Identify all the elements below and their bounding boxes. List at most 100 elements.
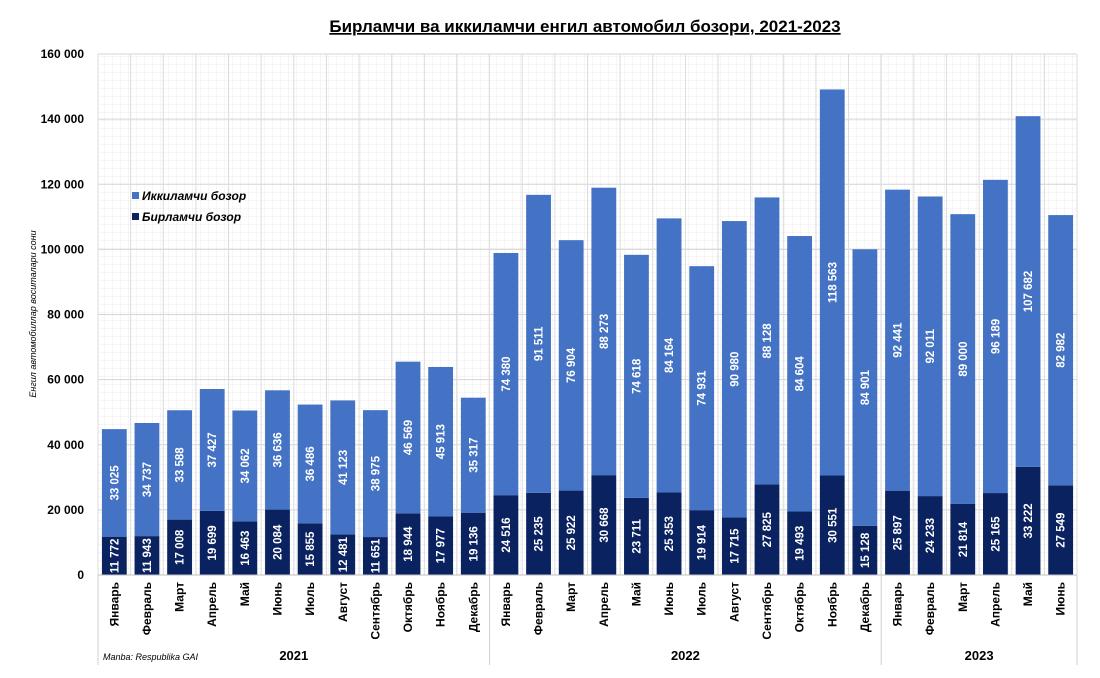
data-label-primary: 11 772 — [109, 539, 121, 574]
data-label-primary: 27 825 — [762, 512, 774, 548]
x-tick-label: Ноябрь — [825, 582, 839, 627]
bar-secondary-market — [721, 221, 747, 518]
x-tick-label: Март — [173, 582, 187, 612]
y-tick-label: 0 — [77, 568, 84, 582]
data-label-secondary: 91 511 — [534, 326, 546, 361]
y-tick-label: 140 000 — [41, 112, 85, 126]
y-tick-label: 80 000 — [47, 308, 84, 322]
data-label-primary: 17 715 — [729, 528, 741, 564]
data-label-primary: 24 516 — [501, 517, 513, 552]
bar-secondary-market — [167, 410, 192, 520]
data-label-primary: 25 353 — [664, 516, 676, 551]
data-label-primary: 17 977 — [436, 528, 448, 563]
x-tick-label: Май — [1021, 582, 1035, 606]
x-tick-label: Декабрь — [858, 582, 872, 632]
data-label-primary: 25 922 — [566, 515, 578, 550]
data-label-secondary: 88 128 — [762, 323, 774, 359]
y-tick-label: 40 000 — [47, 438, 84, 452]
x-tick-label: Август — [727, 582, 741, 622]
x-tick-label: Октябрь — [793, 582, 807, 632]
bar-secondary-market — [395, 361, 421, 514]
data-label-secondary: 76 904 — [566, 347, 578, 383]
bar-secondary-market — [297, 404, 323, 524]
bar-primary-market — [787, 511, 813, 575]
data-label-primary: 25 165 — [990, 516, 1002, 552]
bar-secondary-market — [917, 196, 943, 497]
bar-primary-market — [558, 490, 584, 575]
data-label-primary: 19 914 — [697, 524, 709, 560]
legend-swatch — [132, 213, 139, 220]
bar-primary-market — [1015, 466, 1041, 575]
legend-swatch — [132, 192, 139, 199]
x-tick-label: Май — [238, 582, 252, 606]
bar-primary-market — [656, 492, 682, 575]
bar-secondary-market — [526, 194, 551, 493]
bar-primary-market — [493, 495, 519, 575]
bar-primary-market — [754, 484, 780, 575]
data-label-primary: 33 222 — [1023, 503, 1035, 538]
x-tick-label: Сентябрь — [760, 582, 774, 640]
y-tick-label: 20 000 — [47, 503, 84, 517]
data-label-secondary: 33 025 — [109, 465, 121, 501]
data-label-primary: 17 008 — [175, 529, 187, 565]
data-label-primary: 21 814 — [958, 521, 970, 557]
bar-secondary-market — [624, 254, 649, 498]
bar-secondary-market — [819, 89, 845, 476]
bar-primary-market — [232, 521, 258, 575]
data-label-secondary: 34 062 — [240, 448, 252, 483]
bar-secondary-market — [656, 218, 682, 493]
data-label-secondary: 36 636 — [272, 432, 284, 467]
bar-secondary-market — [330, 400, 356, 535]
x-tick-label: Январь — [891, 582, 905, 626]
data-label-primary: 20 084 — [272, 524, 284, 560]
x-tick-label: Январь — [107, 582, 121, 626]
bar-primary-market — [885, 490, 910, 575]
data-label-primary: 12 481 — [338, 536, 350, 572]
y-tick-label: 60 000 — [47, 373, 84, 387]
data-label-secondary: 45 913 — [436, 424, 448, 459]
legend-label: Бирламчи бозор — [142, 210, 241, 224]
x-tick-label: Июль — [695, 582, 709, 616]
data-label-primary: 27 549 — [1056, 513, 1068, 548]
data-label-secondary: 89 000 — [958, 341, 970, 376]
x-tick-label: Ноябрь — [434, 582, 448, 627]
x-tick-label: Январь — [499, 582, 513, 626]
data-label-primary: 25 235 — [534, 516, 546, 552]
data-label-secondary: 82 982 — [1056, 333, 1068, 368]
data-label-primary: 30 551 — [827, 507, 839, 543]
data-label-primary: 15 855 — [305, 531, 317, 567]
data-label-secondary: 33 588 — [175, 447, 187, 483]
bar-primary-market — [721, 517, 747, 575]
bar-primary-market — [167, 519, 192, 575]
bar-secondary-market — [689, 266, 715, 511]
bar-primary-market — [852, 525, 878, 575]
data-label-secondary: 92 011 — [925, 328, 937, 363]
bar-primary-market — [819, 475, 845, 575]
x-tick-label: Июнь — [662, 582, 676, 616]
bar-secondary-market — [754, 197, 780, 485]
data-label-primary: 30 668 — [599, 507, 611, 543]
chart-title: Бирламчи ва иккиламчи енгил автомобил бо… — [329, 17, 840, 36]
bar-secondary-market — [134, 422, 160, 537]
x-tick-label: Апрель — [988, 582, 1002, 627]
data-label-primary: 18 944 — [403, 526, 415, 562]
x-tick-label: Июнь — [270, 582, 284, 616]
source-note: Manba: Respublika GAI — [103, 652, 199, 662]
data-label-secondary: 96 189 — [990, 319, 1002, 354]
data-label-primary: 15 128 — [860, 532, 872, 568]
data-label-secondary: 84 164 — [664, 337, 676, 373]
bar-secondary-market — [265, 390, 290, 510]
x-tick-label: Август — [336, 582, 350, 622]
x-tick-label: Май — [629, 582, 643, 606]
x-tick-label: Июль — [303, 582, 317, 616]
x-tick-label: Март — [956, 582, 970, 612]
x-tick-label: Февраль — [140, 582, 154, 635]
bar-secondary-market — [787, 236, 813, 512]
year-group-label: 2022 — [671, 648, 700, 663]
bar-primary-market — [1048, 485, 1074, 575]
data-label-primary: 19 699 — [207, 525, 219, 560]
bar-primary-market — [362, 537, 388, 575]
bar-secondary-market — [460, 397, 486, 513]
data-label-primary: 11 651 — [370, 538, 382, 573]
